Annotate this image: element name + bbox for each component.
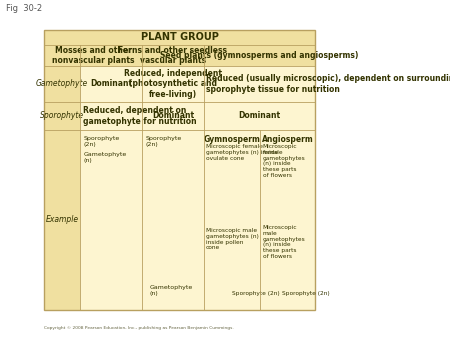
- Text: Sporophyte: Sporophyte: [40, 112, 84, 121]
- Text: Angiosperm: Angiosperm: [262, 135, 314, 144]
- FancyBboxPatch shape: [44, 45, 315, 66]
- Text: Reduced, independent
(photosynthetic and
free-living): Reduced, independent (photosynthetic and…: [124, 69, 222, 99]
- Text: Gymnosperm: Gymnosperm: [203, 135, 261, 144]
- Text: Mosses and other
nonvascular plants: Mosses and other nonvascular plants: [52, 46, 135, 65]
- Text: Microscopic
male
gametophytes
(n) inside
these parts
of flowers: Microscopic male gametophytes (n) inside…: [263, 225, 306, 259]
- Text: Microscopic female
gametophytes (n) inside
ovulate cone: Microscopic female gametophytes (n) insi…: [206, 144, 278, 161]
- FancyBboxPatch shape: [44, 30, 315, 45]
- FancyBboxPatch shape: [44, 30, 315, 310]
- Text: Reduced (usually microscopic), dependent on surrounding
sporophyte tissue for nu: Reduced (usually microscopic), dependent…: [207, 74, 450, 94]
- FancyBboxPatch shape: [44, 102, 80, 130]
- Text: Ferns and other seedless
vascular plants: Ferns and other seedless vascular plants: [118, 46, 227, 65]
- Text: Microscopic male
gametophytes (n)
inside pollen
cone: Microscopic male gametophytes (n) inside…: [206, 228, 259, 250]
- Text: Microscopic
female
gametophytes
(n) inside
these parts
of flowers: Microscopic female gametophytes (n) insi…: [263, 144, 306, 178]
- Text: Dominant: Dominant: [90, 79, 132, 89]
- Text: Dominant: Dominant: [152, 112, 194, 121]
- Text: Gametophyte
(n): Gametophyte (n): [149, 285, 193, 296]
- FancyBboxPatch shape: [44, 130, 315, 310]
- Text: PLANT GROUP: PLANT GROUP: [141, 32, 219, 43]
- Text: Fig  30-2: Fig 30-2: [6, 4, 42, 13]
- Text: Sporophyte
(2n): Sporophyte (2n): [84, 136, 120, 147]
- Text: Gametophyte: Gametophyte: [36, 79, 88, 89]
- FancyBboxPatch shape: [44, 130, 80, 310]
- Text: Sporophyte (2n): Sporophyte (2n): [232, 291, 280, 296]
- FancyBboxPatch shape: [44, 66, 80, 102]
- Text: Sporophyte (2n): Sporophyte (2n): [282, 291, 329, 296]
- FancyBboxPatch shape: [44, 102, 315, 130]
- Text: Dominant: Dominant: [238, 112, 280, 121]
- FancyBboxPatch shape: [44, 66, 315, 102]
- Text: Seed plants (gymnosperms and angiosperms): Seed plants (gymnosperms and angiosperms…: [160, 51, 359, 60]
- Text: Example: Example: [45, 216, 78, 224]
- Text: Reduced, dependent on
gametophyte for nutrition: Reduced, dependent on gametophyte for nu…: [82, 106, 196, 126]
- Text: Sporophyte
(2n): Sporophyte (2n): [145, 136, 181, 147]
- Text: Gametophyte
(n): Gametophyte (n): [84, 152, 127, 163]
- Text: Copyright © 2008 Pearson Education, Inc., publishing as Pearson Benjamin Cumming: Copyright © 2008 Pearson Education, Inc.…: [44, 326, 234, 330]
